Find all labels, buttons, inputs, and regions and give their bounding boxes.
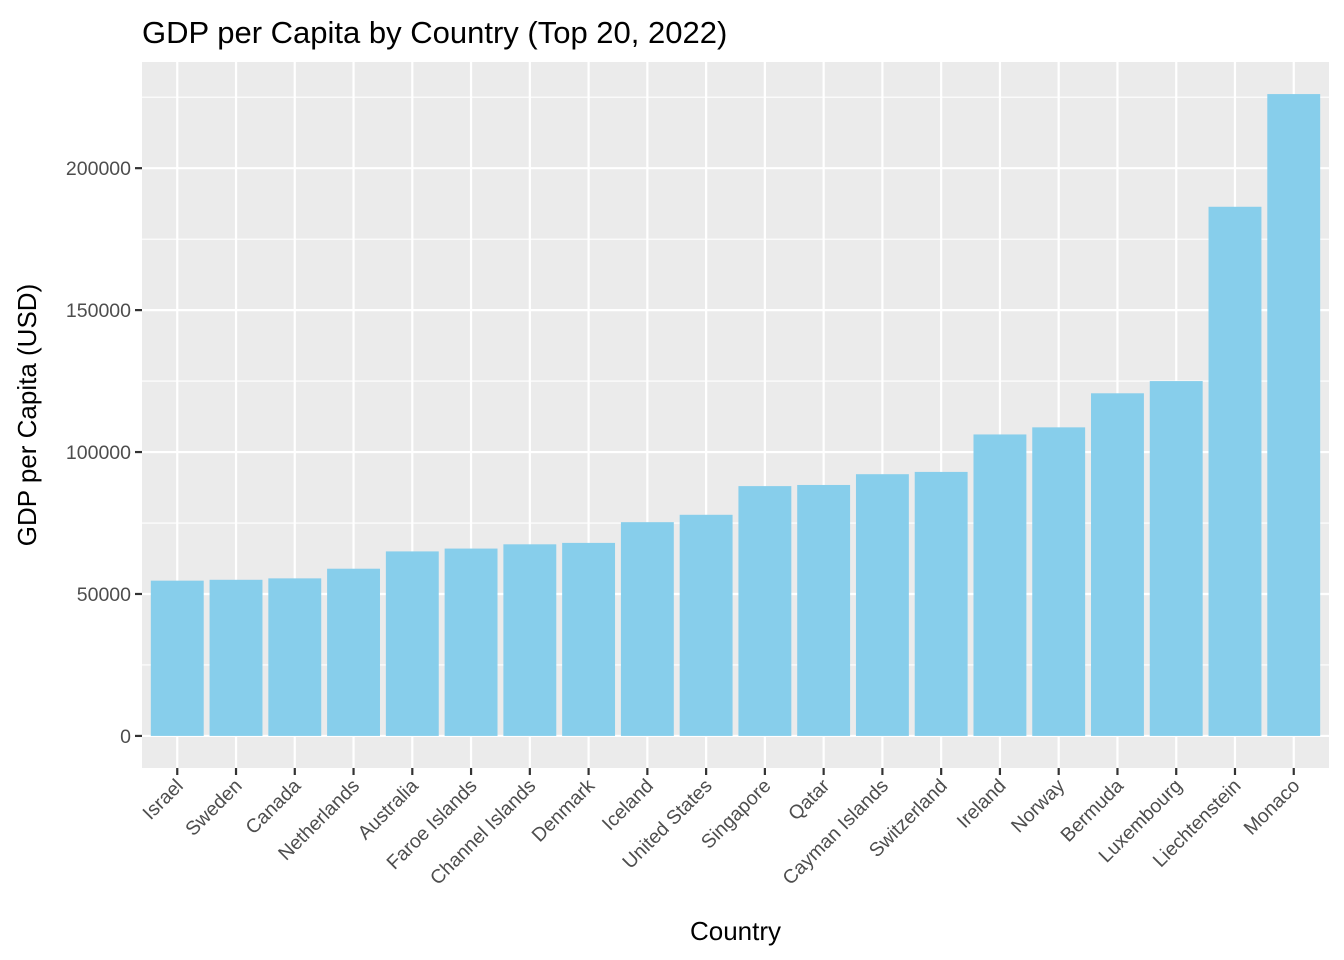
x-axis-title: Country: [690, 916, 781, 946]
bar-faroe-islands: [444, 548, 498, 736]
y-tick-label: 100000: [66, 442, 131, 464]
chart-title: GDP per Capita by Country (Top 20, 2022): [142, 15, 727, 50]
x-tick-label: Israel: [139, 775, 188, 824]
y-tick-label: 0: [120, 726, 131, 748]
bar-sweden: [209, 579, 263, 736]
y-axis-title: GDP per Capita (USD): [12, 284, 42, 547]
bar-cayman-islands: [855, 474, 909, 736]
x-tick-label: Sweden: [181, 775, 246, 840]
bar-netherlands: [327, 568, 380, 736]
bar-canada: [268, 578, 322, 736]
bar-singapore: [738, 486, 792, 736]
bar-bermuda: [1091, 393, 1144, 736]
bar-australia: [385, 551, 439, 736]
y-tick-label: 200000: [66, 158, 131, 180]
bars: [150, 94, 1321, 736]
x-tick-label: Qatar: [784, 775, 834, 825]
bar-ireland: [973, 434, 1027, 736]
bar-qatar: [797, 484, 851, 736]
bar-iceland: [620, 522, 674, 736]
x-tick-label: Ireland: [953, 775, 1011, 833]
x-tick-label: Denmark: [528, 775, 600, 847]
x-axis: IsraelSwedenCanadaNetherlandsAustraliaFa…: [139, 768, 1305, 890]
bar-switzerland: [914, 471, 968, 736]
bar-monaco: [1267, 94, 1321, 736]
bar-luxembourg: [1149, 381, 1203, 736]
y-axis: 0 50000 100000 150000 200000: [66, 158, 142, 748]
y-tick-label: 50000: [77, 584, 131, 606]
bar-liechtenstein: [1208, 206, 1262, 736]
bar-israel: [150, 580, 204, 736]
bar-channel-islands: [503, 544, 557, 736]
bar-norway: [1032, 427, 1086, 736]
y-tick-label: 150000: [66, 300, 131, 322]
bar-united-states: [679, 514, 733, 736]
x-tick-label: Cayman Islands: [779, 775, 894, 890]
bar-denmark: [562, 542, 616, 736]
x-tick-label: Channel Islands: [426, 775, 541, 890]
x-tick-label: Monaco: [1240, 775, 1305, 840]
